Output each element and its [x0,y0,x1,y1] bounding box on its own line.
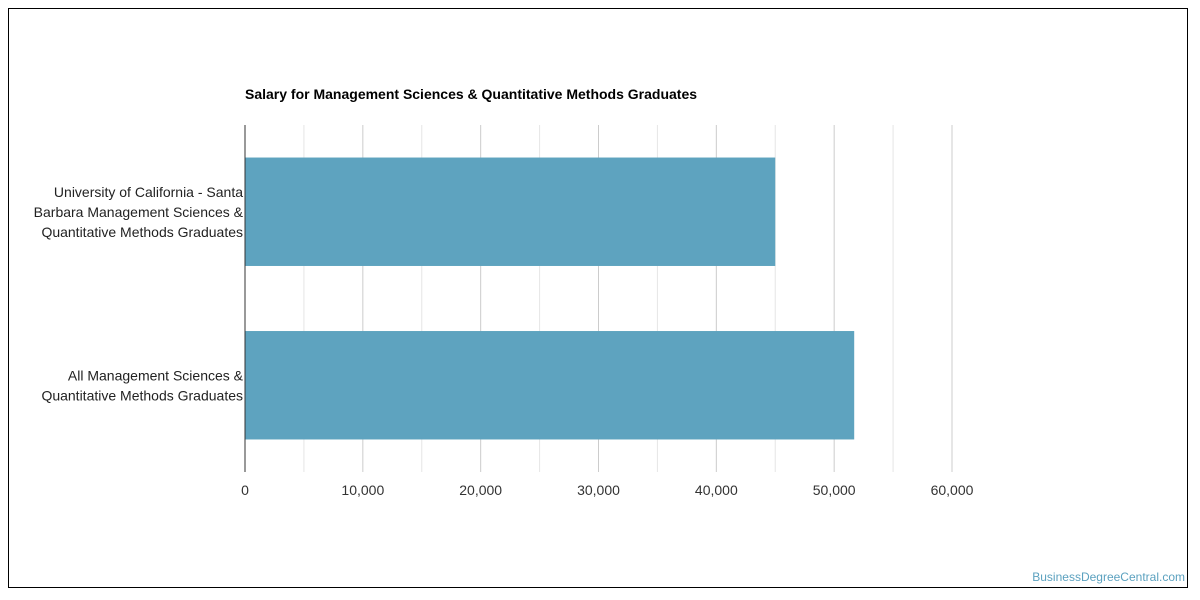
category-label: All Management Sciences & Quantitative Me… [41,367,243,403]
x-tick-label: 30,000 [577,482,620,498]
x-tick-label: 10,000 [341,482,384,498]
x-tick-label: 0 [241,482,249,498]
category-label-line: Barbara Management Sciences & [34,204,244,220]
watermark-text[interactable]: BusinessDegreeCentral.com [1032,570,1185,584]
x-tick-label: 40,000 [695,482,738,498]
x-tick-label: 20,000 [459,482,502,498]
x-tick-label: 50,000 [813,482,856,498]
category-label-line: Quantitative Methods Graduates [41,387,243,403]
category-label-line: University of California - Santa [54,184,243,200]
category-label-line: All Management Sciences & [68,367,244,383]
category-labels: University of California - Santa Barbara … [34,184,244,404]
x-tick-labels: 0 10,000 20,000 30,000 40,000 50,000 60,000 [241,482,974,498]
bars [245,157,855,440]
category-label-line: Quantitative Methods Graduates [41,224,243,240]
bar[interactable] [245,331,855,440]
bar[interactable] [245,157,776,266]
x-tick-label: 60,000 [931,482,974,498]
chart-title: Salary for Management Sciences & Quantit… [245,86,697,102]
category-label: University of California - Santa Barbara … [34,184,244,240]
